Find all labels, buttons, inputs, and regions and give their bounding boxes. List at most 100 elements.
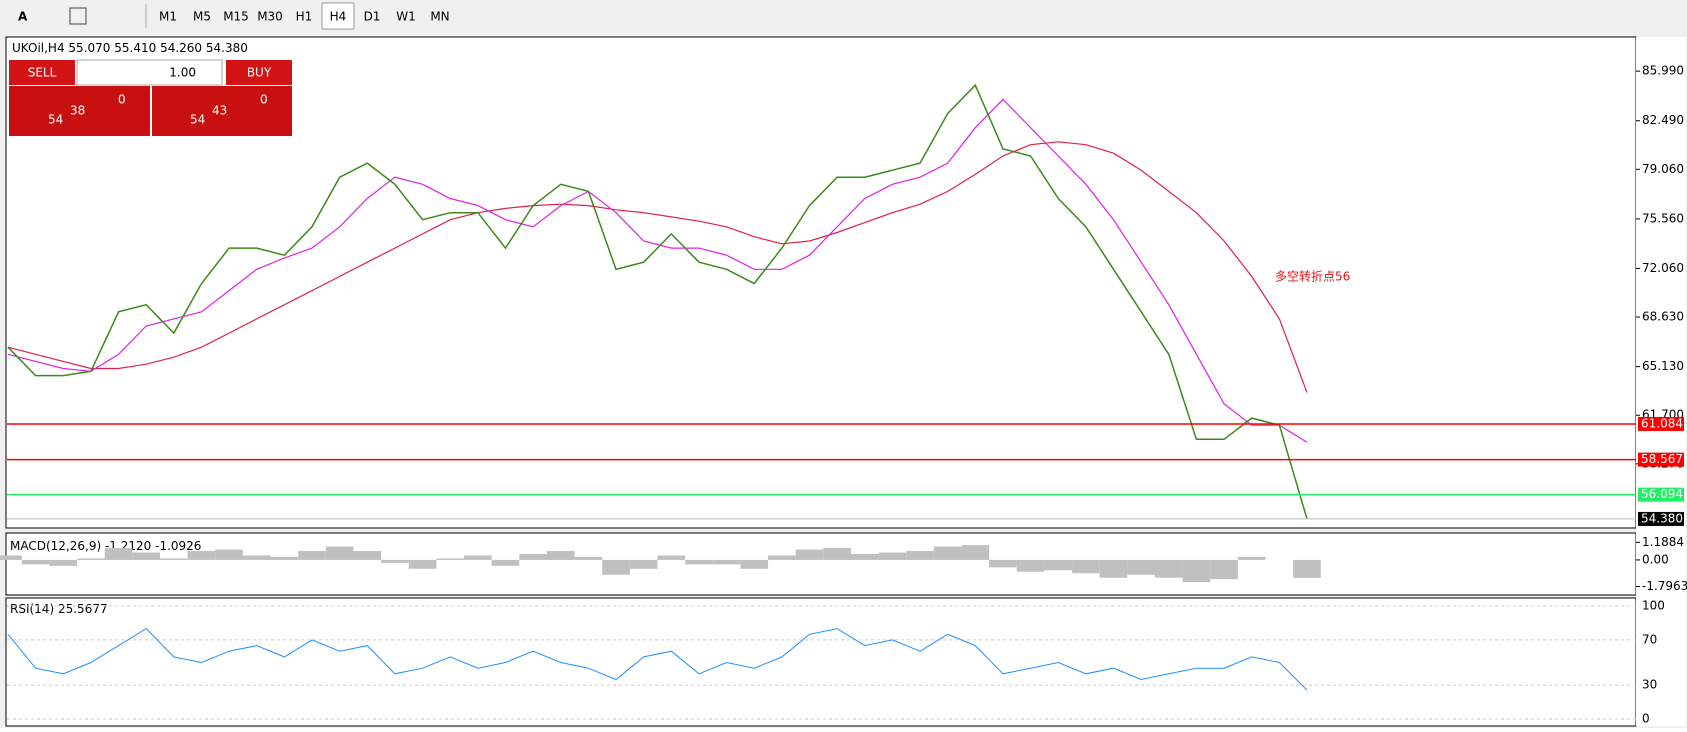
timeframe-button[interactable]: M5 <box>193 10 211 24</box>
y-tick-label: 0 <box>1642 712 1650 726</box>
macd-bar <box>685 559 713 565</box>
sell-button[interactable] <box>9 60 75 85</box>
timeframe-button[interactable]: H4 <box>330 10 347 24</box>
macd-bar <box>353 551 382 560</box>
buy-label[interactable]: BUY <box>247 66 272 80</box>
symbol: UKOil,H4 <box>12 41 65 55</box>
open: 55.070 <box>68 41 110 55</box>
level-tag <box>1638 452 1684 467</box>
timeframe-button[interactable]: MN <box>430 10 449 24</box>
macd-bar <box>823 548 851 560</box>
macd-bar <box>906 551 934 560</box>
y-tick-label: 70 <box>1642 632 1657 646</box>
macd-panel <box>5 532 1637 596</box>
level-label: 56.094 <box>1641 487 1683 501</box>
label-tool[interactable] <box>69 7 87 25</box>
high: 55.410 <box>114 41 156 55</box>
y-tick-label: 68.630 <box>1642 310 1684 324</box>
bid-sup: 0 <box>118 93 126 107</box>
macd-bar <box>1044 559 1073 571</box>
macd-bar <box>464 555 492 560</box>
macd-bar <box>878 552 907 560</box>
macd-bar <box>132 552 161 560</box>
macd-bar <box>270 556 299 560</box>
timeframe-button[interactable]: H1 <box>296 10 313 24</box>
bid-big: 54 <box>48 113 63 127</box>
macd-bar <box>215 549 243 560</box>
y-tick-label: 1.1884 <box>1642 535 1684 549</box>
active-timeframe <box>321 2 355 30</box>
macd-bar <box>795 549 824 560</box>
timeframe-button[interactable]: M15 <box>223 10 249 24</box>
macd-bar <box>1182 559 1211 583</box>
macd-bar <box>49 559 78 566</box>
y-tick-label: 100 <box>1642 599 1665 613</box>
text-tool[interactable]: A <box>18 10 28 24</box>
macd-bar <box>0 555 22 560</box>
y-tick-label: 72.060 <box>1642 261 1684 275</box>
current-price-tag <box>1638 511 1684 526</box>
level-label: 58.567 <box>1641 452 1683 466</box>
macd-bar <box>768 555 796 560</box>
level-tag <box>1638 416 1684 431</box>
timeframe-button[interactable]: M1 <box>159 10 177 24</box>
macd-signal: -1.0926 <box>155 539 201 553</box>
macd-bar <box>933 546 962 560</box>
macd-bar <box>436 558 465 560</box>
lots[interactable]: 1.00 <box>169 66 196 80</box>
rsi-line <box>7 627 1308 691</box>
rsi-panel <box>5 597 1637 727</box>
macd-bar <box>1072 559 1100 574</box>
ask-big: 54 <box>190 113 205 127</box>
macd-label: MACD(12,26,9) <box>10 539 101 553</box>
rsi-header: RSI(14) 25.5677 <box>10 602 108 616</box>
y-tick-label: 79.060 <box>1642 162 1684 176</box>
timeframe-button[interactable]: D1 <box>364 10 381 24</box>
price-axis <box>1636 37 1686 726</box>
ma-slow-line <box>7 141 1308 393</box>
macd-bar <box>989 559 1017 568</box>
bid-main: 38 <box>70 104 85 118</box>
y-tick-label: -1.7963 <box>1642 579 1687 593</box>
close-line <box>7 83 1308 520</box>
macd-bar <box>325 546 354 560</box>
close: 54.380 <box>206 41 248 55</box>
level-label: 61.084 <box>1641 416 1683 430</box>
buy-button[interactable] <box>226 60 292 85</box>
annotation: 多空转折点56 <box>1275 269 1350 284</box>
macd-bar <box>629 559 658 569</box>
macd-bar <box>657 555 686 560</box>
macd-bar <box>740 559 769 569</box>
macd-bar <box>491 559 520 566</box>
macd-bar <box>850 554 879 560</box>
macd-bar <box>160 558 188 560</box>
toolbar <box>0 0 1687 32</box>
rsi-label: RSI(14) <box>10 602 54 616</box>
level-tag <box>1638 487 1684 502</box>
low: 54.260 <box>160 41 202 55</box>
macd-bar <box>408 559 437 569</box>
macd-bar <box>1099 559 1128 578</box>
rsi-value: 25.5677 <box>58 602 108 616</box>
ask-box[interactable] <box>152 86 292 136</box>
sell-label[interactable]: SELL <box>28 66 57 80</box>
current-price-label: 54.380 <box>1641 511 1683 525</box>
macd-bar <box>381 559 409 563</box>
y-tick-label: 65.130 <box>1642 359 1684 373</box>
macd-bar <box>104 548 133 560</box>
y-tick-label: 0.00 <box>1642 552 1669 566</box>
macd-bar <box>1154 559 1183 578</box>
lots-field[interactable] <box>76 59 223 86</box>
ask-main: 43 <box>212 104 227 118</box>
timeframe-button[interactable]: M30 <box>257 10 283 24</box>
symbol-header: UKOil,H4 55.070 55.410 54.260 54.380 <box>12 41 248 55</box>
macd-bar <box>1237 556 1266 560</box>
macd-bar <box>1016 559 1045 572</box>
macd-bar <box>602 559 630 575</box>
timeframe-button[interactable]: W1 <box>396 10 416 24</box>
macd-bar <box>21 559 50 565</box>
bid-box[interactable] <box>9 86 150 136</box>
macd-bar <box>1210 559 1238 580</box>
